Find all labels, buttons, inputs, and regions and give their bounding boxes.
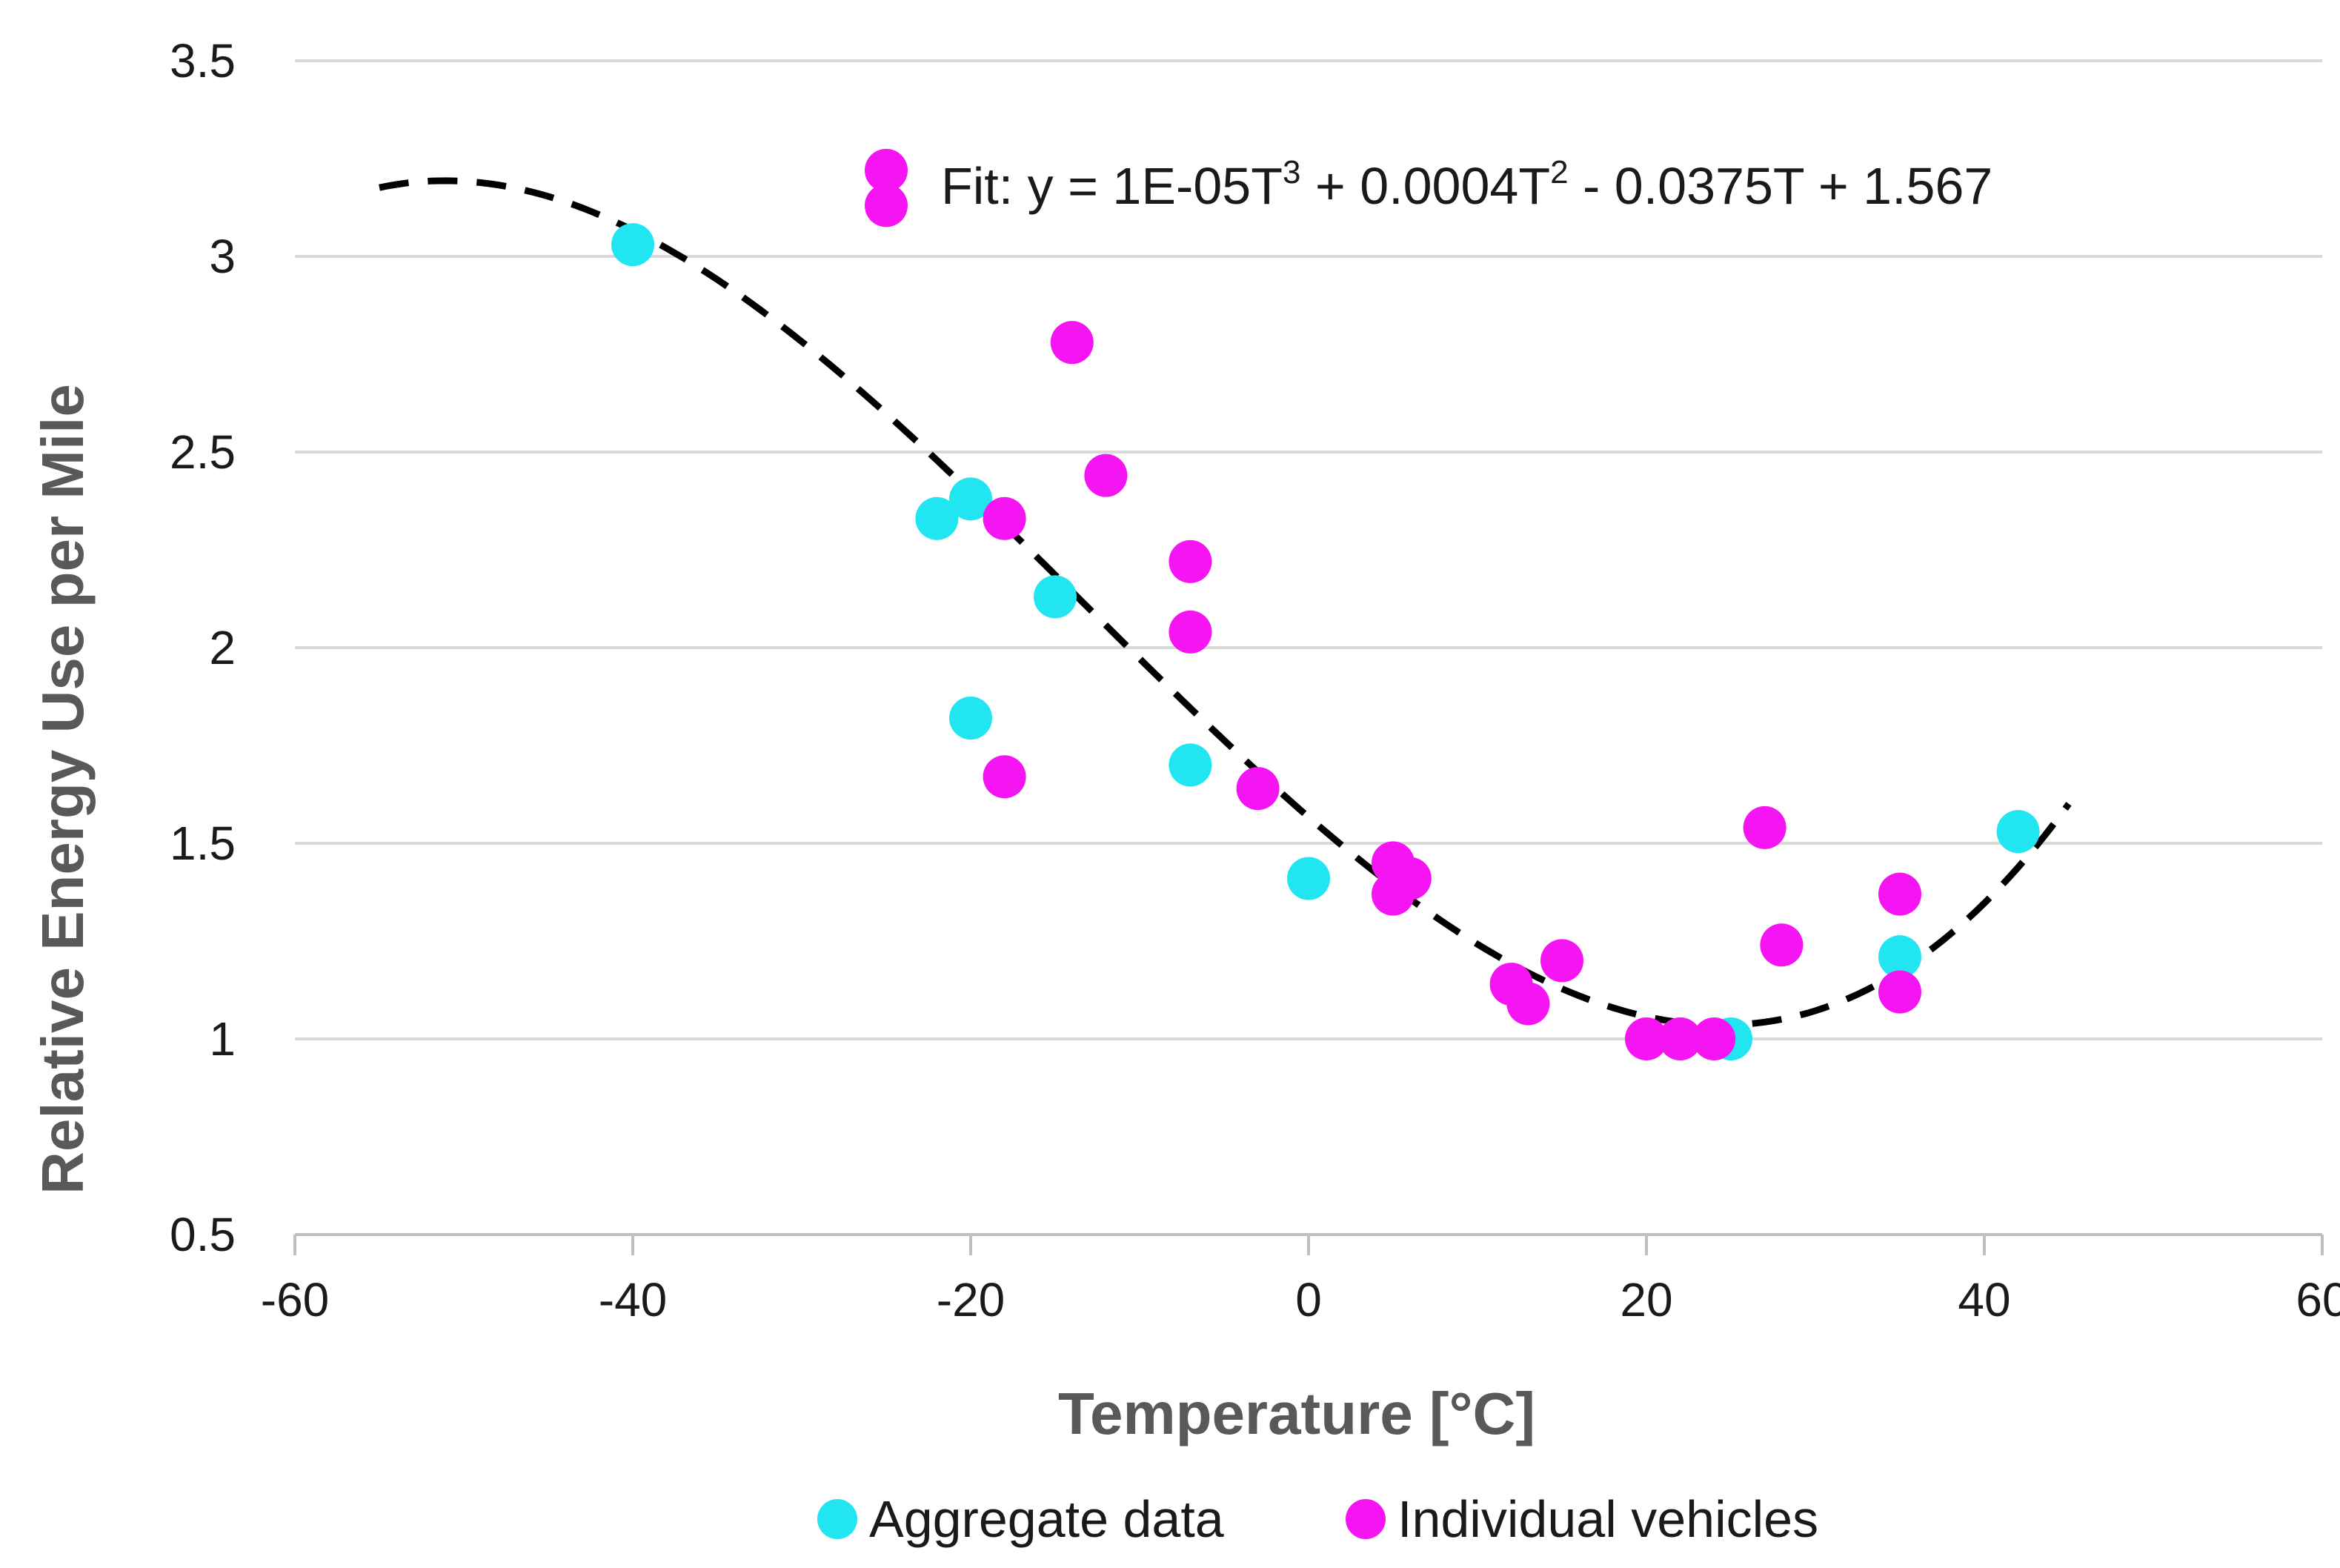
individual-vehicle-point [1878,970,1921,1014]
x-tick-label: 0 [1295,1273,1322,1326]
x-tick-label: -40 [599,1273,668,1326]
y-tick-label: 3.5 [170,34,236,87]
individual-vehicle-point [1169,539,1212,583]
legend-label-aggregate: Aggregate data [869,1490,1224,1548]
fit-curve [379,177,2072,1029]
x-tick-label: 20 [1620,1273,1672,1326]
legend-label-individual: Individual vehicles [1397,1490,1818,1548]
individual-vehicle-point [1236,767,1280,811]
y-tick-label: 0.5 [170,1208,236,1261]
individual-vehicle-point [865,184,908,227]
individual-vehicle-point [1743,805,1786,849]
individual-vehicle-point [1050,321,1094,365]
y-tick-label: 3 [209,230,236,283]
fit-equation: Fit: y = 1E-05T3 + 0.0004T2 - 0.0375T + … [941,154,1992,215]
aggregate-point [1287,857,1330,900]
individual-vehicle-point [983,496,1026,540]
y-tick-label: 1.5 [170,817,236,870]
individual-vehicle-point [983,755,1026,799]
aggregate-point [1034,575,1077,619]
aggregate-data-points [611,223,2040,1060]
individual-vehicle-point [1878,872,1921,916]
x-tick-label: -20 [937,1273,1006,1326]
legend-marker-aggregate [817,1499,857,1539]
individual-vehicle-point [1084,454,1128,497]
y-tick-label: 2 [209,621,236,674]
x-axis-ticks: -60 -40 -20 0 20 40 60 [261,1235,2340,1326]
aggregate-point [949,477,992,521]
x-axis-title: Temperature [°C] [1058,1381,1535,1446]
individual-vehicle-point [1540,939,1583,983]
aggregate-point [915,496,959,540]
y-axis-title: Relative Energy Use per Mile [30,384,96,1195]
y-tick-label: 1 [209,1012,236,1066]
x-tick-label: -60 [261,1273,330,1326]
individual-vehicle-point [1169,610,1212,654]
x-tick-label: 60 [2296,1273,2340,1326]
individual-vehicle-point [1625,1017,1668,1060]
individual-vehicle-point [865,148,908,192]
individual-vehicle-point [1760,923,1804,967]
aggregate-point [1996,810,2040,854]
y-axis-ticks: 0.5 1 1.5 2 2.5 3 3.5 [170,34,236,1261]
individual-vehicle-point [1506,982,1550,1026]
y-tick-label: 2.5 [170,425,236,479]
individual-vehicle-point [1658,1017,1702,1060]
individual-vehicle-point [1692,1017,1736,1060]
aggregate-point [949,697,992,740]
fit-annotation: Fit: y = 1E-05T3 + 0.0004T2 - 0.0375T + … [941,154,1992,215]
x-tick-label: 40 [1958,1273,2010,1326]
aggregate-point [1878,935,1921,979]
individual-vehicles-points [865,148,1921,1060]
aggregate-point [1169,743,1212,787]
legend-marker-individual [1346,1499,1386,1539]
aggregate-point [611,223,654,267]
individual-vehicle-point [1372,872,1415,916]
legend: Aggregate data Individual vehicles [817,1490,1818,1548]
